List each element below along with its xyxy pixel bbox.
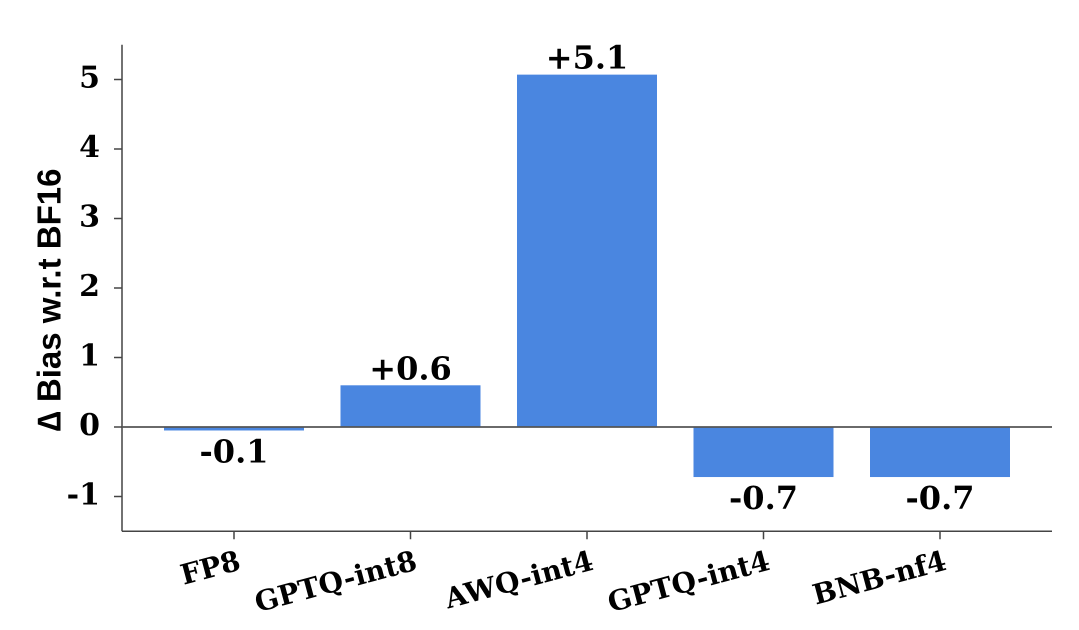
y-tick-label: 4 (79, 130, 100, 165)
bar-value-label: +5.1 (546, 39, 628, 77)
plot-area: -1 0 1 2 3 4 5 -0.1 FP8 +0.6 GPTQ-int8 +5.1 AWQ-int4… (67, 39, 1052, 619)
x-tick-label: BNB-nf4 (809, 544, 950, 611)
bar (164, 427, 304, 431)
x-tick-label: AWQ-int4 (440, 544, 597, 616)
x-tick-label: FP8 (177, 544, 244, 592)
bar (340, 385, 481, 427)
bar (693, 427, 834, 478)
y-tick-label: 2 (79, 269, 100, 304)
bar (870, 427, 1010, 478)
bar (517, 74, 657, 427)
y-tick-label: 0 (79, 408, 100, 443)
x-tick-label: GPTQ-int8 (251, 544, 420, 619)
bar-value-label: -0.7 (729, 479, 798, 517)
bar-value-label: -0.1 (200, 432, 269, 470)
bar-value-label: -0.7 (906, 479, 975, 517)
y-tick-label: 5 (79, 61, 100, 96)
bar-value-label: +0.6 (369, 349, 451, 387)
y-tick-label: -1 (67, 478, 100, 513)
x-tick-label: GPTQ-int4 (604, 544, 773, 619)
y-axis-title-group: ∆ Bias w.r.t BF16 (31, 169, 68, 432)
y-tick-label: 3 (79, 200, 100, 235)
y-axis-title: ∆ Bias w.r.t BF16 (31, 169, 68, 432)
y-tick-label: 1 (79, 339, 100, 374)
